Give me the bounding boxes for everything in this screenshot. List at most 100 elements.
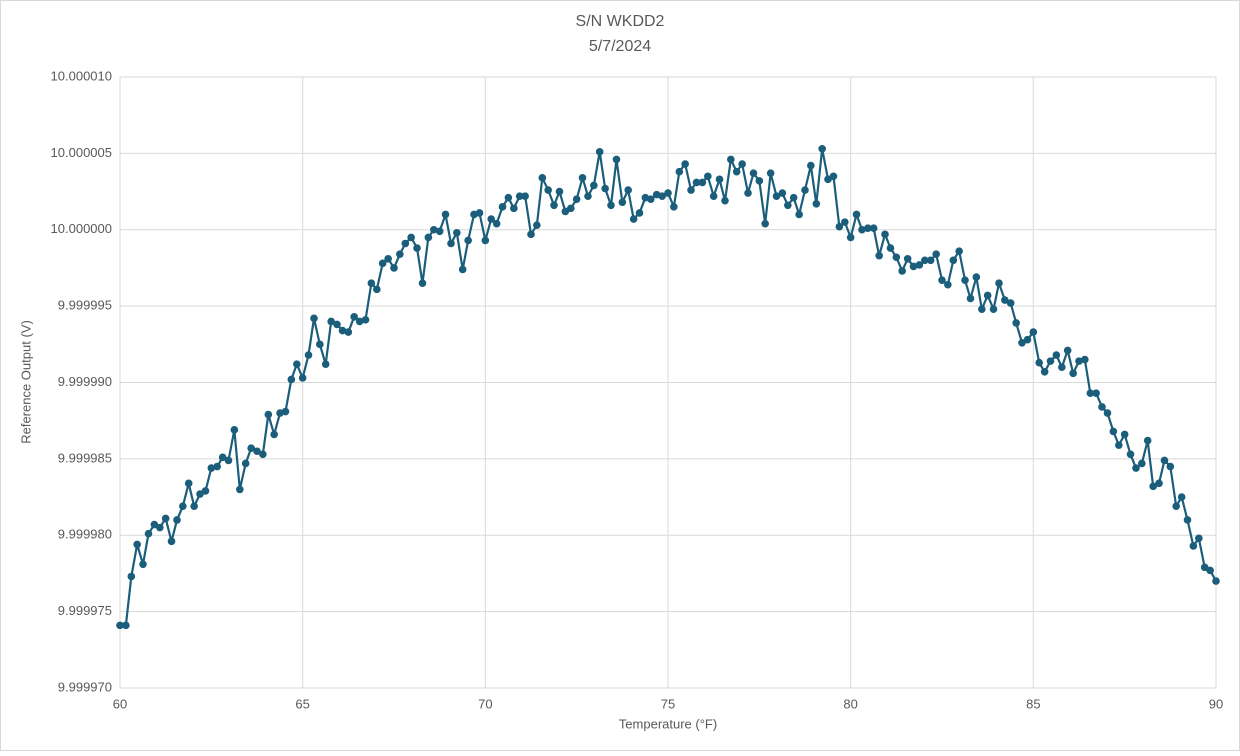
data-point xyxy=(464,236,472,245)
data-point xyxy=(972,273,981,281)
data-point xyxy=(567,204,575,213)
data-point xyxy=(749,169,758,178)
data-point xyxy=(1052,351,1061,359)
data-point xyxy=(1126,450,1135,459)
data-point xyxy=(1177,493,1186,501)
data-point xyxy=(995,279,1003,288)
data-point xyxy=(607,201,615,210)
data-point xyxy=(909,262,918,271)
data-point xyxy=(1160,456,1169,465)
data-point xyxy=(173,516,181,524)
data-point xyxy=(1046,357,1055,365)
data-point xyxy=(966,294,975,303)
data-point xyxy=(424,233,433,242)
data-point xyxy=(1103,409,1112,417)
y-axis-title: Reference Output (V) xyxy=(18,320,33,444)
data-point xyxy=(881,230,889,239)
data-point xyxy=(550,201,558,210)
data-point xyxy=(738,160,746,168)
data-point xyxy=(1195,534,1203,543)
data-point xyxy=(1081,355,1089,364)
data-point xyxy=(675,167,684,176)
data-point xyxy=(441,210,450,219)
data-point xyxy=(578,174,587,182)
data-point xyxy=(801,186,809,194)
y-tick-label: 9.999980 xyxy=(58,527,112,542)
data-point xyxy=(915,261,924,269)
data-point xyxy=(1086,389,1095,397)
data-point xyxy=(744,189,752,197)
y-tick-label: 9.999995 xyxy=(58,298,112,313)
data-point xyxy=(1058,363,1066,372)
data-point xyxy=(241,459,250,468)
data-point xyxy=(961,276,969,284)
data-point xyxy=(316,340,324,349)
data-point xyxy=(418,279,427,288)
data-point xyxy=(333,320,341,329)
data-point xyxy=(259,450,267,459)
data-point xyxy=(835,222,844,231)
data-point xyxy=(161,514,170,523)
data-point xyxy=(903,254,912,263)
data-point xyxy=(521,192,529,200)
data-point xyxy=(846,233,855,242)
data-point xyxy=(658,192,666,200)
data-point xyxy=(732,167,741,176)
data-point xyxy=(852,210,861,219)
data-point xyxy=(407,233,415,242)
data-point xyxy=(453,229,461,237)
data-point xyxy=(236,485,244,494)
data-point xyxy=(253,447,261,456)
data-point xyxy=(190,502,198,511)
data-point xyxy=(921,256,929,265)
data-point xyxy=(447,239,455,248)
data-point xyxy=(338,326,347,335)
y-tick-label: 9.999975 xyxy=(58,603,112,618)
data-point xyxy=(812,199,821,208)
data-point xyxy=(184,479,193,488)
data-point xyxy=(350,313,358,321)
data-point xyxy=(1001,296,1009,304)
data-point xyxy=(892,253,901,262)
data-point xyxy=(932,250,940,258)
data-point xyxy=(139,560,147,569)
data-point xyxy=(858,225,866,234)
data-point xyxy=(167,537,176,546)
data-point xyxy=(698,178,707,187)
data-point xyxy=(1023,335,1032,344)
data-point xyxy=(458,265,467,274)
y-tick-label: 9.999970 xyxy=(58,679,112,694)
data-point xyxy=(1069,369,1077,378)
y-tick-label: 10.000005 xyxy=(51,145,112,160)
data-point xyxy=(595,148,604,156)
data-point xyxy=(1006,299,1015,307)
data-point xyxy=(715,175,724,184)
data-point xyxy=(544,186,552,194)
data-point xyxy=(612,155,621,164)
data-point xyxy=(492,219,501,228)
data-point xyxy=(727,155,735,164)
x-tick-label: 85 xyxy=(1026,696,1040,711)
data-point xyxy=(179,502,187,511)
data-point xyxy=(584,192,592,200)
data-point xyxy=(572,195,581,203)
data-point xyxy=(635,209,644,217)
data-point xyxy=(373,285,381,294)
data-point xyxy=(829,172,838,181)
data-point xyxy=(989,305,998,313)
data-point xyxy=(1143,436,1152,445)
data-point xyxy=(681,160,689,168)
data-point xyxy=(1040,368,1049,376)
data-point xyxy=(384,254,392,263)
data-point xyxy=(475,209,484,217)
data-point xyxy=(670,203,678,211)
data-point xyxy=(898,267,906,275)
data-point xyxy=(1075,357,1083,365)
data-point xyxy=(527,230,535,239)
data-point xyxy=(1149,482,1157,491)
data-point xyxy=(1206,566,1214,575)
data-point xyxy=(1189,542,1198,550)
data-point xyxy=(886,244,895,252)
data-point xyxy=(390,264,398,272)
y-tick-label: 9.999985 xyxy=(58,450,112,465)
